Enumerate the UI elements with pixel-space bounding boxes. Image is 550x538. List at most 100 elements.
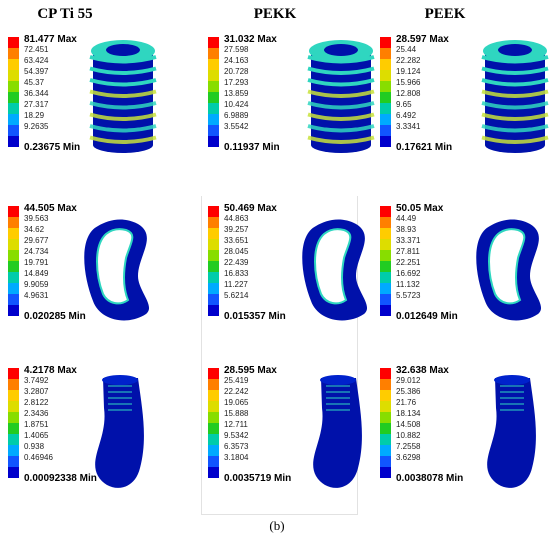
legend-tick-label: 1.8751 <box>24 420 49 429</box>
legend-swatch <box>208 368 219 379</box>
legend-swatch <box>8 261 19 272</box>
legend-tick-label: 9.2635 <box>24 122 49 131</box>
legend-swatch <box>380 434 391 445</box>
legend-swatch <box>208 283 219 294</box>
legend-swatch <box>208 103 219 114</box>
legend-swatch <box>8 401 19 412</box>
cortical-edge <box>314 228 352 305</box>
legend-max-label: 4.2178 Max <box>24 365 77 376</box>
legend-swatch <box>8 423 19 434</box>
legend-swatch <box>208 456 219 467</box>
legend-tick-label: 12.808 <box>396 89 421 98</box>
implant-thread <box>89 135 157 144</box>
implant-thread <box>481 135 549 144</box>
legend-swatch <box>8 81 19 92</box>
legend-tick-label: 3.7492 <box>24 376 49 385</box>
legend-swatch <box>380 467 391 478</box>
implant-thread <box>89 112 157 121</box>
panel-cancellous-bone-peek: 32.638 Max 29.012 25.386 21.76 18.134 14.508 1… <box>380 365 545 513</box>
legend-tick-label: 3.2807 <box>24 387 49 396</box>
panel-cancellous-bone-cp-ti-55: 4.2178 Max 3.7492 3.2807 2.8122 2.3436 1.8751… <box>8 365 173 513</box>
legend-tick-label: 14.508 <box>396 420 421 429</box>
cancellous-body <box>487 378 536 488</box>
cortical-bone-model <box>302 219 368 321</box>
legend-tick-label: 11.132 <box>396 280 420 289</box>
legend-tick-label: 38.93 <box>396 225 417 234</box>
implant-thread <box>307 78 375 87</box>
legend-tick-label: 1.4065 <box>24 431 49 440</box>
cancellous-top <box>102 375 138 385</box>
legend-swatch <box>380 217 391 228</box>
column-title-pekk: PEKK <box>253 6 297 22</box>
implant-thread <box>481 66 549 75</box>
legend-swatch <box>208 114 219 125</box>
legend-swatch <box>8 228 19 239</box>
legend-tick-label: 22.439 <box>224 258 249 267</box>
cancellous-top <box>494 375 530 385</box>
legend-swatch <box>8 305 19 316</box>
legend-tick-label: 20.728 <box>224 67 249 76</box>
legend-swatch <box>8 217 19 228</box>
cancellous-top <box>320 375 356 385</box>
legend-tick-label: 16.833 <box>224 269 249 278</box>
cancellous-bone-model <box>487 375 536 488</box>
legend-tick-label: 2.3436 <box>24 409 49 418</box>
legend-min-label: 0.020285 Min <box>24 311 86 322</box>
implant-thread <box>307 89 375 98</box>
legend-tick-label: 13.859 <box>224 89 249 98</box>
implant-thread <box>89 89 157 98</box>
column-title-cp-ti-55: CP Ti 55 <box>37 6 93 22</box>
cancellous-bone-model <box>95 375 144 488</box>
legend-tick-label: 3.3341 <box>396 122 421 131</box>
legend-swatch <box>208 92 219 103</box>
legend-swatch <box>380 412 391 423</box>
implant-model <box>307 40 375 153</box>
legend-tick-label: 21.76 <box>396 398 417 407</box>
legend-tick-label: 12.711 <box>224 420 248 429</box>
legend-tick-label: 39.563 <box>24 214 49 223</box>
legend-tick-label: 11.227 <box>224 280 248 289</box>
legend-swatch <box>208 48 219 59</box>
figure-caption: (b) <box>269 518 285 533</box>
legend-swatch <box>8 467 19 478</box>
implant-thread <box>481 112 549 121</box>
legend-swatch <box>208 37 219 48</box>
legend-swatch <box>380 305 391 316</box>
legend-tick-label: 19.065 <box>224 398 249 407</box>
legend-tick-label: 9.9059 <box>24 280 49 289</box>
legend-tick-label: 10.882 <box>396 431 421 440</box>
legend-tick-label: 3.1804 <box>224 453 249 462</box>
legend-tick-label: 15.888 <box>224 409 249 418</box>
legend-swatch <box>208 294 219 305</box>
legend-swatch <box>380 250 391 261</box>
legend-swatch <box>8 206 19 217</box>
legend-swatch <box>380 103 391 114</box>
legend-tick-label: 27.598 <box>224 45 249 54</box>
legend-min-label: 0.17621 Min <box>396 142 453 153</box>
legend-swatch <box>380 70 391 81</box>
legend-swatch <box>380 228 391 239</box>
column-title-peek: PEEK <box>424 6 466 22</box>
legend-swatch <box>208 239 219 250</box>
cancellous-body <box>313 378 362 488</box>
legend-tick-label: 9.5342 <box>224 431 249 440</box>
legend-swatch <box>8 434 19 445</box>
implant-thread <box>307 66 375 75</box>
legend-swatch <box>8 412 19 423</box>
implant-thread <box>307 135 375 144</box>
legend-tick-label: 25.44 <box>396 45 417 54</box>
legend-swatch <box>208 261 219 272</box>
implant-model <box>89 40 157 153</box>
legend-tick-label: 22.282 <box>396 56 421 65</box>
panel-cortical-bone-peek: 50.05 Max 44.49 38.93 33.371 27.811 22.251 16.… <box>380 204 545 351</box>
legend-swatch <box>380 379 391 390</box>
legend-swatch <box>380 37 391 48</box>
legend-swatch <box>8 445 19 456</box>
legend-max-label: 31.032 Max <box>224 34 277 45</box>
legend-max-label: 32.638 Max <box>396 365 449 376</box>
legend-tick-label: 27.811 <box>396 247 420 256</box>
legend-swatch <box>8 272 19 283</box>
legend-swatch <box>208 445 219 456</box>
legend-tick-label: 29.012 <box>396 376 421 385</box>
